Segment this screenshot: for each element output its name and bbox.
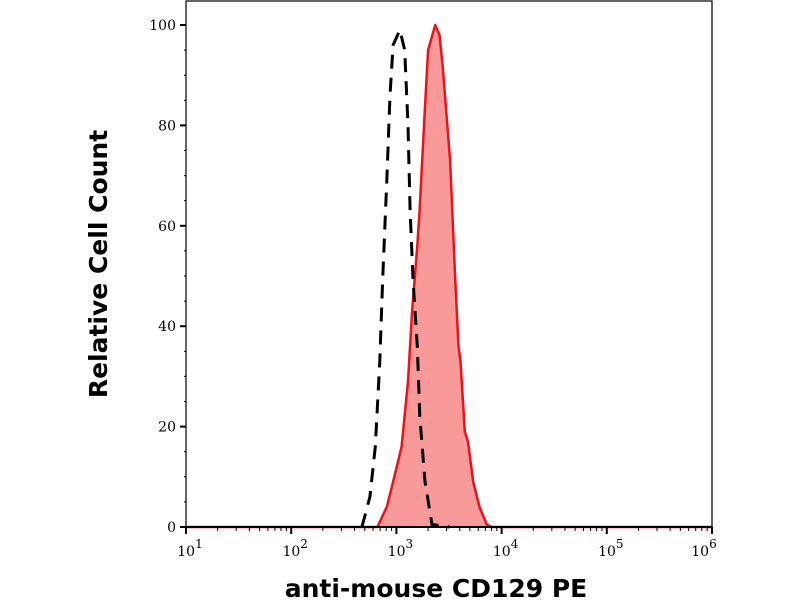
- series-line-stained: [186, 23, 712, 529]
- x-tick-exponent: 3: [405, 537, 413, 551]
- x-tick-base: 10: [282, 544, 300, 560]
- y-tick-labels: 0 20 40 60 80 100: [149, 18, 176, 536]
- x-tick-label: 103: [388, 537, 413, 560]
- series-fill-stained: [186, 25, 712, 527]
- x-tick-label: 101: [177, 537, 202, 560]
- y-tick-label: 100: [149, 18, 176, 34]
- axes: [180, 0, 713, 534]
- x-tick-base: 10: [691, 544, 709, 560]
- y-tick-label: 60: [158, 219, 176, 235]
- x-tick-labels: 101 102 103 104 105 106: [177, 537, 716, 560]
- x-tick-label: 102: [282, 537, 307, 560]
- x-tick-exponent: 6: [709, 537, 717, 551]
- x-tick-base: 10: [388, 544, 406, 560]
- x-tick-exponent: 2: [300, 537, 308, 551]
- x-axis-title: anti-mouse CD129 PE: [285, 574, 588, 600]
- y-tick-label: 20: [158, 420, 176, 436]
- y-tick-label: 0: [167, 520, 176, 536]
- x-tick-exponent: 1: [195, 537, 203, 551]
- y-axis-title: Relative Cell Count: [84, 130, 113, 398]
- series-line-isotype-control: [360, 25, 450, 529]
- x-tick-label: 106: [691, 537, 716, 560]
- x-tick-exponent: 4: [511, 537, 519, 551]
- x-tick-label: 104: [493, 537, 519, 560]
- series-layer: [186, 23, 712, 529]
- x-tick-exponent: 5: [616, 537, 624, 551]
- x-tick-label: 105: [598, 537, 623, 560]
- y-tick-label: 80: [158, 118, 176, 134]
- x-tick-base: 10: [598, 544, 616, 560]
- x-tick-base: 10: [177, 544, 195, 560]
- y-tick-label: 40: [158, 319, 176, 335]
- x-tick-base: 10: [493, 544, 511, 560]
